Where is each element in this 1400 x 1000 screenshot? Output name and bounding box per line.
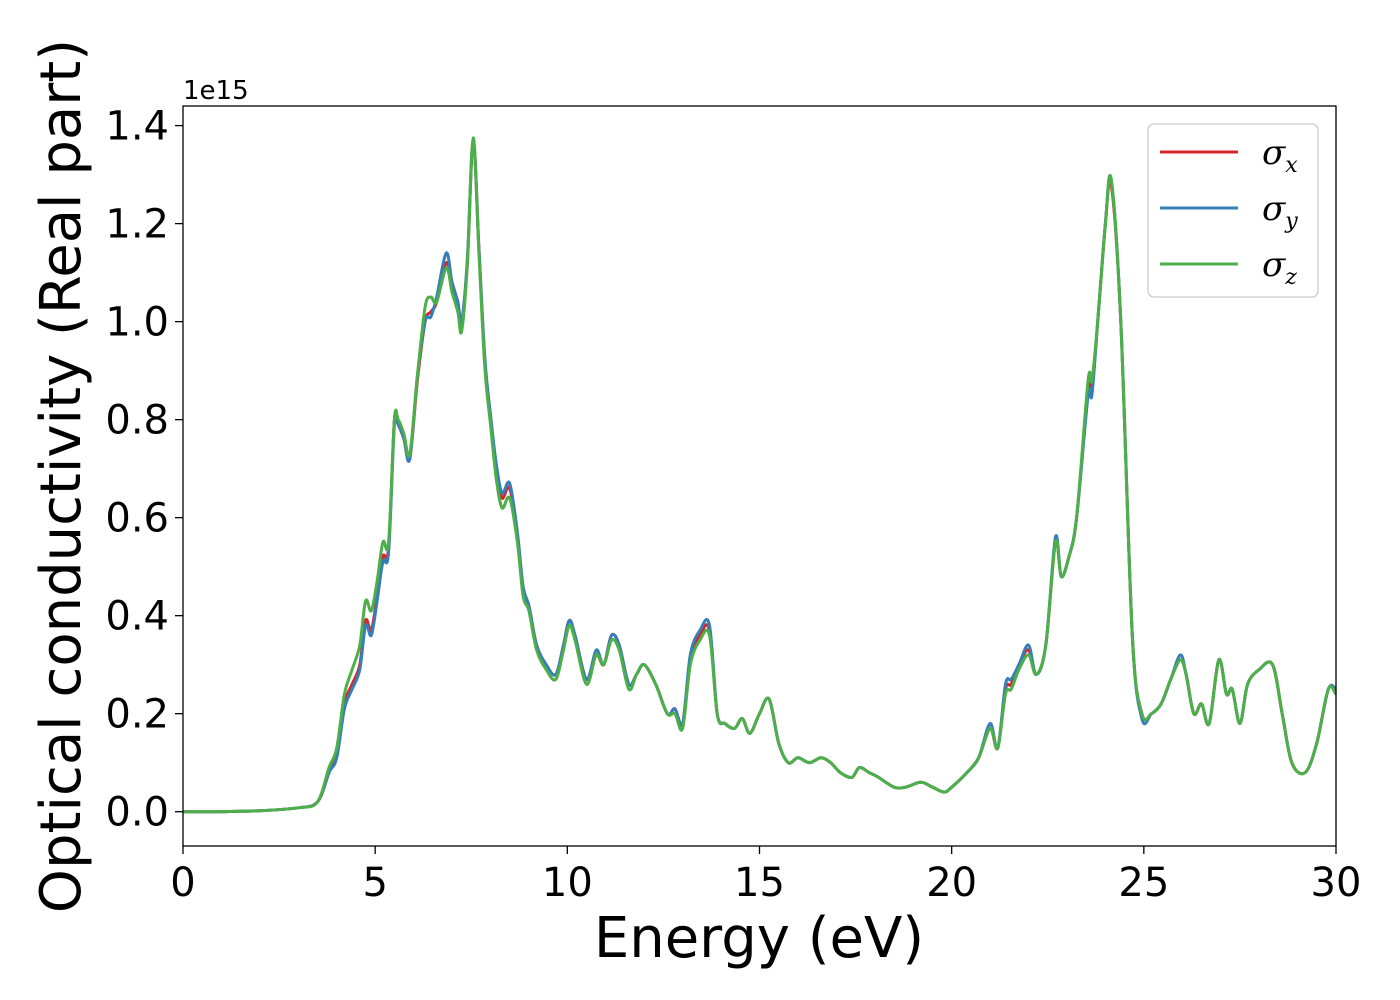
legend-label-y: σy — [1262, 189, 1298, 234]
y-tick-label: 0.0 — [105, 790, 169, 836]
x-axis-label: Energy (eV) — [594, 906, 924, 971]
y-tick-label: 1.0 — [105, 300, 169, 346]
x-tick-label: 15 — [734, 860, 785, 906]
series-lines — [182, 136, 1338, 814]
y-tick-label: 0.6 — [105, 496, 169, 542]
x-tick-label: 10 — [542, 860, 593, 906]
y-axis-offset-label: 1e15 — [183, 76, 249, 106]
x-tick-label: 0 — [170, 860, 195, 906]
y-tick-label: 1.2 — [105, 202, 169, 248]
legend-label-z: σz — [1262, 245, 1297, 290]
legend: σx σy σz — [1147, 123, 1319, 298]
y-tick-label: 0.2 — [105, 692, 169, 738]
y-axis-label: Optical conductivity (Real part) — [29, 39, 94, 913]
x-tick-label: 25 — [1118, 860, 1169, 906]
x-axis-ticks: 0 5 10 15 20 25 30 — [170, 846, 1361, 906]
x-tick-label: 5 — [362, 860, 387, 906]
y-tick-label: 0.4 — [105, 594, 169, 640]
series-line-σz — [182, 136, 1338, 814]
x-tick-label: 20 — [926, 860, 977, 906]
legend-box — [1147, 123, 1319, 298]
legend-label-x: σx — [1262, 133, 1298, 178]
y-tick-label: 1.4 — [105, 104, 169, 150]
y-tick-label: 0.8 — [105, 398, 169, 444]
x-tick-label: 30 — [1311, 860, 1362, 906]
y-axis-ticks: 0.0 0.2 0.4 0.6 0.8 1.0 1.2 1.4 — [105, 104, 183, 836]
